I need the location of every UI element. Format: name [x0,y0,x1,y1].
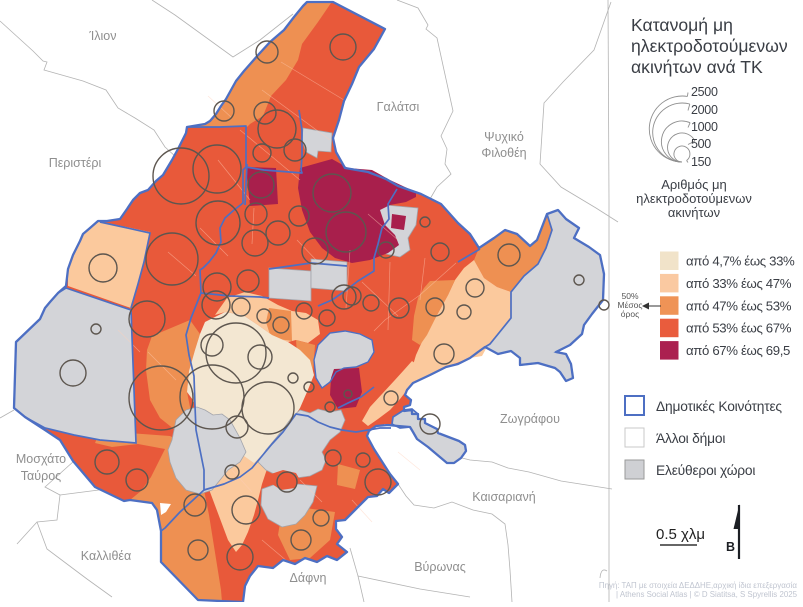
svg-text:2000: 2000 [691,103,718,117]
svg-text:Κατανομή μη: Κατανομή μη [631,15,733,35]
svg-text:Δημοτικές Κοινότητες: Δημοτικές Κοινότητες [656,399,782,414]
svg-text:Ελεύθεροι χώροι: Ελεύθεροι χώροι [656,463,755,478]
svg-text:Φιλοθέη: Φιλοθέη [481,146,526,160]
svg-text:ακινήτων: ακινήτων [668,205,720,220]
svg-text:Πηγή: ΤΑΠ με στοιχεία ΔΕΔΔΗΕ,α: Πηγή: ΤΑΠ με στοιχεία ΔΕΔΔΗΕ,αρχική ίδια… [599,581,798,590]
svg-text:| Athens Social Atlas | © D Si: | Athens Social Atlas | © D Siatitsa, S … [616,590,798,599]
svg-text:από 47% έως 53%: από 47% έως 53% [686,298,792,313]
svg-text:Ίλιον: Ίλιον [88,29,116,43]
svg-text:Γαλάτσι: Γαλάτσι [377,100,420,114]
svg-text:50%: 50% [621,291,638,301]
svg-text:Μοσχάτο: Μοσχάτο [16,452,66,466]
svg-text:από 53% έως 67%: από 53% έως 67% [686,321,792,336]
svg-text:Αριθμός μη: Αριθμός μη [661,177,727,192]
svg-text:500: 500 [691,137,711,151]
svg-text:Βύρωνας: Βύρωνας [414,560,466,574]
svg-text:Δάφνη: Δάφνη [290,571,327,585]
svg-text:Ζωγράφου: Ζωγράφου [500,412,560,426]
svg-text:Καλλιθέα: Καλλιθέα [81,549,131,563]
svg-text:Β: Β [726,540,735,554]
svg-text:από 33% έως 47%: από 33% έως 47% [686,276,792,291]
svg-text:Άλλοι δήμοι: Άλλοι δήμοι [656,431,725,446]
svg-text:Ψυχικό: Ψυχικό [484,130,524,144]
svg-text:150: 150 [691,155,711,169]
svg-text:0.5 χλμ: 0.5 χλμ [656,526,705,543]
svg-text:Μέσος: Μέσος [618,300,643,310]
svg-text:2500: 2500 [691,85,718,99]
svg-text:ακινήτων ανά ΤΚ: ακινήτων ανά ΤΚ [631,57,763,77]
svg-text:από 4,7% έως 33%: από 4,7% έως 33% [686,254,795,269]
svg-text:ηλεκτροδοτούμενων: ηλεκτροδοτούμενων [636,191,752,206]
svg-text:όρος: όρος [621,309,639,319]
svg-text:από 67% έως 69,5: από 67% έως 69,5 [686,343,790,358]
svg-text:Ταύρος: Ταύρος [21,469,61,483]
svg-text:Περιστέρι: Περιστέρι [49,156,102,170]
svg-text:ηλεκτροδοτούμενων: ηλεκτροδοτούμενων [631,36,788,56]
svg-text:Καισαριανή: Καισαριανή [472,490,535,504]
svg-text:1000: 1000 [691,120,718,134]
